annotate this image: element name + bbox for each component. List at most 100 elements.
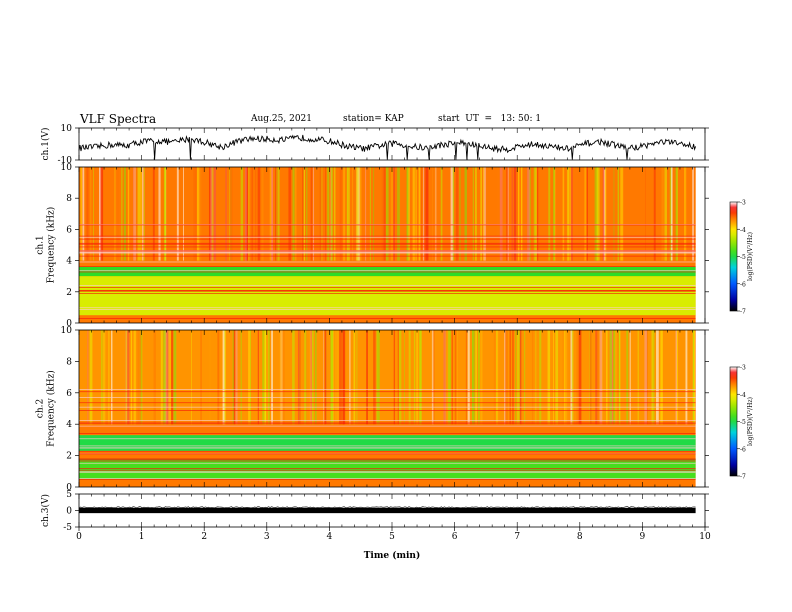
ch2-spectrogram-streak: [170, 330, 174, 425]
ch1-spectrogram-streak: [333, 167, 336, 261]
ch1-spectrogram-streak: [548, 167, 551, 261]
ch2-spectrogram-streak: [163, 330, 166, 425]
ch2-spectrogram-streak: [240, 330, 242, 425]
ch2-spectrogram-line: [79, 459, 696, 461]
ch1-spectrogram-streak: [536, 167, 538, 261]
ch2-spectrogram-streak: [656, 330, 659, 425]
ch1-spectrogram-streak: [302, 167, 304, 261]
ch1-spectrogram-streak: [303, 167, 306, 261]
ch1-spectrogram-streak: [269, 167, 273, 261]
ch1-spectrogram-streak: [520, 167, 523, 261]
ch1-spectrogram-streak: [397, 167, 399, 261]
ch1-spectrogram-streak: [248, 167, 250, 261]
ch1-spectrogram-streak: [433, 167, 435, 261]
ch1-spectrogram-streak: [553, 167, 555, 261]
ch1-spectrogram-streak: [676, 167, 678, 261]
ch2-spectrogram-line: [79, 397, 696, 398]
ch1-spectrogram-y-ticks: 10 8 6 4 2 0: [61, 163, 709, 329]
y-axis-label-line: ch.2: [36, 399, 46, 418]
ch2-spectrogram-streak: [310, 330, 312, 425]
x-tick-label: 7: [514, 532, 520, 542]
ch1-spectrogram-streak: [602, 167, 605, 261]
ch2-spectrogram-streak: [615, 330, 617, 425]
ch2-spectrogram-line: [79, 471, 696, 473]
ch2-spectrogram-line: [79, 447, 696, 449]
x-tick-label: 0: [76, 532, 82, 542]
ch2-spectrogram-streak: [475, 330, 478, 425]
ch1-spectrogram-streak: [594, 167, 596, 261]
ch1-spectrogram-streak: [225, 167, 227, 261]
ch2-spectrogram-streak: [397, 330, 399, 425]
x-tick-label: 1: [139, 532, 145, 542]
ch2-spectrogram-streak: [283, 330, 285, 425]
ch1-spectrogram-streak: [100, 167, 104, 261]
ch1-spectrogram-streak: [229, 167, 233, 261]
ch1-spectrogram-streak: [183, 167, 184, 261]
ch2-spectrogram-streak: [315, 330, 317, 425]
ch1-spectrogram-streak: [497, 167, 499, 261]
ch1-spectrogram-streak: [254, 167, 257, 261]
ch1-spectrogram-streak: [483, 167, 487, 261]
ch1-spectrogram-streak: [90, 167, 92, 261]
ch2-spectrogram-line: [79, 479, 696, 480]
ch2-spectrogram-streak: [265, 330, 267, 425]
colorbar-tick-label: -3: [740, 200, 746, 207]
ch1-spectrogram-line: [79, 252, 696, 254]
ch2-spectrogram-streak: [235, 330, 238, 425]
ch2-spectrogram-line: [79, 391, 696, 393]
ch1-spectrogram-streak: [347, 167, 350, 261]
ch2-spectrogram-streak: [111, 330, 113, 425]
y-tick-label: 0: [66, 483, 72, 493]
ch2-spectrogram-streak: [509, 330, 512, 425]
ch1-spectrogram-streak: [99, 167, 101, 261]
ch1-spectrogram-streak: [420, 167, 422, 261]
ch2-spectrogram-streak: [87, 330, 89, 425]
ch2-spectrogram-streak: [191, 330, 192, 425]
ch1-spectrogram-streak: [533, 167, 537, 261]
ch2-spectrogram-streak: [217, 330, 220, 425]
ch1-spectrogram-streak: [578, 167, 580, 261]
ch2-spectrogram-streak: [553, 330, 554, 425]
ch1-spectrogram-line: [79, 287, 696, 288]
y-axis-label-line: ch.3(V): [40, 494, 51, 527]
ch2-spectrogram-line: [79, 453, 696, 455]
ch1-spectrogram-streak: [416, 167, 417, 261]
ch1-spectrogram-streak: [596, 167, 599, 261]
ch1-spectrogram-streak: [390, 167, 394, 261]
x-tick-label: 8: [577, 532, 583, 542]
x-tick-label: 3: [264, 532, 270, 542]
ch1-spectrogram-line: [79, 290, 696, 292]
ch1-spectrogram-streak: [196, 167, 200, 261]
ch1-spectrogram-streak: [325, 167, 327, 261]
ch1-spectrogram-streak: [692, 167, 694, 261]
ch2-spectrogram-streak: [613, 330, 616, 425]
ch1-spectrogram-streak: [310, 167, 313, 261]
ch2-spectrogram-streak: [652, 330, 655, 425]
ch2-spectrogram-streak: [279, 330, 283, 425]
ch2-spectrogram-streak: [127, 330, 130, 425]
ch2-spectrogram-line: [79, 469, 696, 471]
ch1-spectrogram-streak: [664, 167, 667, 261]
ch2-spectrogram-streak: [200, 330, 202, 425]
ch3-waveform-series: [78, 506, 696, 514]
ch1-spectrogram-streak: [383, 167, 386, 261]
ch1-spectrogram-streak: [343, 167, 346, 261]
colorbar-tick-label: -6: [740, 281, 746, 288]
ch2-spectrogram-cells: [79, 330, 696, 487]
ch2-spectrogram-streak: [448, 330, 451, 425]
ch2-spectrogram-streak: [108, 330, 110, 425]
ch1-spectrogram-streak: [399, 167, 401, 261]
ch2-spectrogram-streak: [373, 330, 376, 425]
ch2-spectrogram-streak: [419, 330, 422, 425]
ch1-spectrogram-line: [79, 235, 696, 237]
ch1-spectrogram-streak: [86, 167, 89, 261]
ch2-spectrogram-line: [79, 433, 696, 434]
ch2-spectrogram-streak: [139, 330, 142, 425]
ch1-spectrogram-streak: [452, 167, 455, 261]
ch2-spectrogram-streak: [565, 330, 568, 425]
ch1-spectrogram-streak: [422, 167, 425, 261]
ch2-spectrogram-band: [79, 458, 696, 480]
ch1-spectrogram-streak: [407, 167, 410, 261]
y-tick-label: 2: [66, 452, 72, 462]
y-tick-label: 10: [61, 124, 73, 134]
